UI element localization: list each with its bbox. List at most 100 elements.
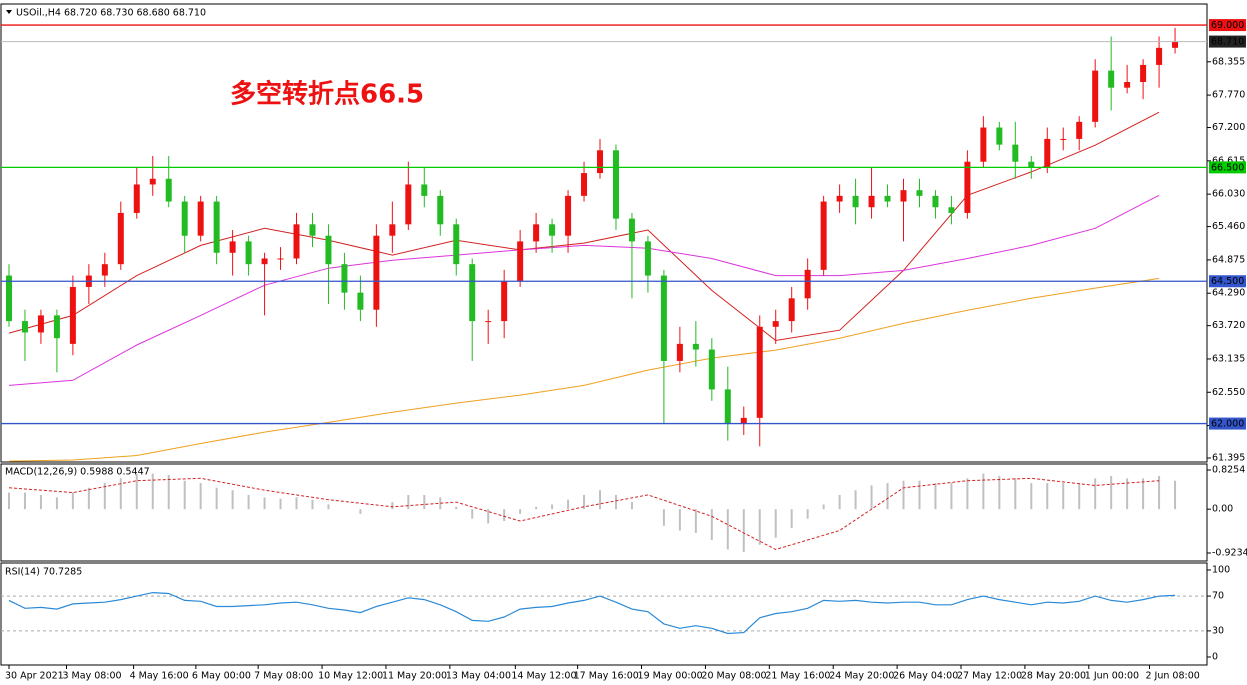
candle-body	[756, 326, 763, 418]
candle-body	[708, 349, 715, 390]
x-tick-label: 4 May 16:00	[130, 671, 189, 682]
candle-body	[517, 241, 524, 282]
candle-body	[1092, 70, 1099, 122]
candle-body	[1108, 70, 1115, 88]
candle-body	[245, 241, 252, 265]
candle-body	[101, 264, 108, 276]
level-label: 68.710	[1211, 37, 1244, 48]
main-panel	[0, 3, 1208, 463]
candle-body	[676, 343, 683, 361]
candle-body	[1028, 161, 1035, 168]
candle-body	[1140, 64, 1147, 82]
x-tick-label: 7 May 08:00	[254, 671, 313, 682]
level-tag	[1209, 275, 1246, 288]
candle-body	[533, 224, 540, 242]
y-tick-label: 0	[1212, 651, 1218, 662]
macd-bar	[1062, 483, 1065, 510]
y-tick-label: 64.290	[1212, 288, 1245, 299]
candle-body	[165, 178, 172, 202]
macd-bar	[790, 509, 793, 529]
candle-body	[1172, 41, 1179, 48]
macd-bar	[135, 473, 138, 510]
macd-bar	[630, 502, 633, 510]
macd-bar	[487, 509, 490, 524]
level-tag	[1209, 35, 1246, 48]
candle-body	[373, 235, 380, 310]
candle-body	[932, 195, 939, 208]
macd-bar	[471, 509, 474, 519]
macd-bar	[1174, 480, 1177, 510]
candle-body	[820, 201, 827, 270]
macd-bar	[1014, 478, 1017, 510]
y-tick-label: 64.875	[1212, 254, 1245, 265]
candle-body	[980, 127, 987, 162]
moving-average	[8, 194, 1160, 386]
macd-bar	[87, 487, 90, 510]
candle-body	[948, 207, 955, 213]
candle-body	[581, 173, 588, 196]
x-tick-label: 13 May 04:00	[446, 671, 511, 682]
macd-bar	[199, 483, 202, 510]
x-tick-label: 20 May 08:00	[701, 671, 766, 682]
candle-body	[341, 264, 348, 293]
candle-body	[69, 286, 76, 344]
macd-bar	[311, 499, 314, 510]
candle-body	[325, 235, 332, 265]
macd-bar	[263, 497, 266, 510]
candle-body	[549, 224, 556, 236]
macd-bar	[998, 475, 1001, 510]
chart-header: USOil.,H4 68.720 68.730 68.680 68.710	[16, 8, 206, 19]
y-tick-label: 67.200	[1212, 122, 1245, 133]
macd-bar	[567, 499, 570, 510]
candle-body	[597, 150, 604, 174]
macd-bar	[247, 494, 250, 510]
macd-bar	[982, 473, 985, 510]
level-label: 69.000	[1211, 20, 1244, 31]
y-tick-label: -0.9234	[1212, 547, 1247, 558]
candle-body	[21, 321, 28, 333]
macd-bar	[151, 473, 154, 510]
candle-body	[1156, 47, 1163, 65]
macd-bar	[119, 478, 122, 510]
annotation: 多空转折点66.5	[230, 79, 424, 110]
x-tick-label: 17 May 16:00	[574, 671, 639, 682]
candle-body	[644, 241, 651, 276]
x-tick-label: 2 Jun 08:00	[1145, 671, 1199, 682]
macd-bar	[407, 494, 410, 510]
macd-bar	[583, 494, 586, 510]
candle-body	[1124, 81, 1131, 88]
candle-body	[357, 292, 364, 310]
candle-body	[788, 298, 795, 322]
candle-body	[565, 195, 572, 236]
macd-bar	[231, 490, 234, 510]
macd-bar	[1030, 483, 1033, 510]
macd-bar	[966, 478, 969, 510]
candle-body	[1044, 138, 1051, 168]
macd-bar	[838, 494, 841, 510]
macd-bar	[694, 509, 697, 533]
macd-bar	[167, 475, 170, 510]
macd-bar	[71, 492, 74, 510]
x-tick-label: 27 May 12:00	[957, 671, 1022, 682]
candle-body	[53, 315, 60, 339]
candle-body	[389, 224, 396, 236]
macd-bar	[774, 509, 777, 538]
candle-body	[181, 201, 188, 236]
x-tick-label: 11 May 20:00	[382, 671, 447, 682]
macd-bar	[950, 483, 953, 510]
macd-bar	[1126, 478, 1129, 510]
macd-title: MACD(12,26,9) 0.5988 0.5447	[5, 467, 150, 478]
macd-bar	[439, 497, 442, 510]
macd-bar	[742, 509, 745, 552]
macd-bar	[103, 483, 106, 510]
level-label: 62.000	[1211, 419, 1244, 430]
macd-bar	[295, 497, 298, 510]
candle-body	[117, 212, 124, 265]
candle-body	[469, 264, 476, 322]
macd-bar	[423, 494, 426, 510]
x-tick-label: 26 May 04:00	[893, 671, 958, 682]
x-tick-label: 19 May 00:00	[638, 671, 703, 682]
macd-bar	[886, 483, 889, 510]
